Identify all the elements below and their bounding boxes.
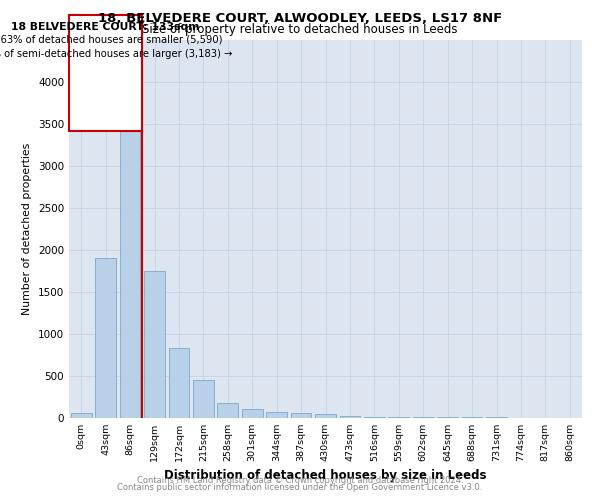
Text: Contains HM Land Registry data © Crown copyright and database right 2024.: Contains HM Land Registry data © Crown c… <box>137 476 463 485</box>
Bar <box>290 414 311 418</box>
Text: Contains public sector information licensed under the Open Government Licence v3: Contains public sector information licen… <box>118 484 482 492</box>
Bar <box>217 403 238 417</box>
Text: Size of property relative to detached houses in Leeds: Size of property relative to detached ho… <box>142 22 458 36</box>
Bar <box>95 258 116 418</box>
Text: 18, BELVEDERE COURT, ALWOODLEY, LEEDS, LS17 8NF: 18, BELVEDERE COURT, ALWOODLEY, LEEDS, L… <box>98 12 502 26</box>
X-axis label: Distribution of detached houses by size in Leeds: Distribution of detached houses by size … <box>164 469 487 482</box>
Bar <box>144 270 165 418</box>
Bar <box>315 414 336 418</box>
Text: ← 63% of detached houses are smaller (5,590): ← 63% of detached houses are smaller (5,… <box>0 34 223 44</box>
Bar <box>119 124 140 418</box>
Bar <box>266 412 287 418</box>
Bar <box>242 409 263 418</box>
Bar <box>71 414 92 418</box>
Y-axis label: Number of detached properties: Number of detached properties <box>22 142 32 315</box>
Bar <box>169 348 190 418</box>
Text: 36% of semi-detached houses are larger (3,183) →: 36% of semi-detached houses are larger (… <box>0 49 232 59</box>
FancyBboxPatch shape <box>69 15 142 130</box>
Text: 18 BELVEDERE COURT: 133sqm: 18 BELVEDERE COURT: 133sqm <box>11 22 200 32</box>
Bar <box>340 416 361 418</box>
Bar <box>193 380 214 418</box>
